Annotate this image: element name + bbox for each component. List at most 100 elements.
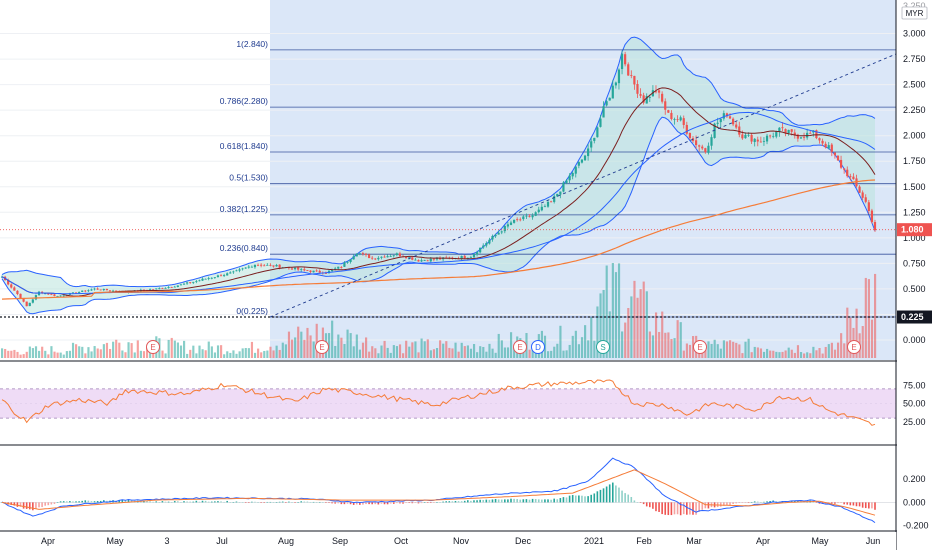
macd-histogram-bar <box>661 502 663 515</box>
macd-histogram-bar <box>263 502 266 503</box>
current-price-badge[interactable] <box>897 223 932 237</box>
signal-line <box>1 469 876 516</box>
volume-bar <box>266 350 269 358</box>
event-marker-label: E <box>517 343 522 352</box>
event-marker-circle[interactable] <box>146 340 160 354</box>
volume-bar <box>368 351 371 358</box>
macd-histogram-bar <box>559 498 562 503</box>
volume-bar <box>167 339 170 358</box>
candle-body <box>201 278 204 281</box>
volume-bar <box>642 281 645 358</box>
macd-histogram-bar <box>565 497 568 503</box>
volume-bar <box>605 265 608 358</box>
candle-body <box>605 101 608 106</box>
candle-body <box>81 290 84 292</box>
macd-histogram-bar <box>868 502 870 509</box>
event-marker-circle[interactable] <box>596 340 610 354</box>
volume-bar <box>448 347 451 358</box>
volume-bar <box>627 307 630 358</box>
candle-body <box>235 270 238 272</box>
currency-label-box[interactable] <box>901 6 928 20</box>
event-marker-circle[interactable] <box>693 340 707 354</box>
volume-bar <box>355 334 358 358</box>
macd-histogram-bar <box>494 498 497 503</box>
candle-body <box>599 118 602 127</box>
volume-bar <box>547 351 550 358</box>
macd-histogram-bar <box>827 502 830 504</box>
rsi-tick-label: 75.00 <box>903 380 926 390</box>
candle-body <box>182 283 186 285</box>
macd-histogram-bar <box>645 502 648 507</box>
candle-body <box>250 266 253 268</box>
candle-body <box>849 176 852 177</box>
candle-body <box>50 294 53 296</box>
volume-bar <box>744 341 747 358</box>
volume-bar <box>343 343 346 358</box>
candle-body <box>546 201 550 207</box>
candle-body <box>53 294 56 296</box>
macd-histogram-bar <box>470 500 472 503</box>
volume-bar <box>451 348 454 358</box>
macd-histogram-bar <box>568 495 571 503</box>
volume-bar <box>176 342 179 358</box>
macd-histogram-bar <box>32 502 34 511</box>
candle-body <box>148 289 152 291</box>
volume-bar <box>861 326 864 358</box>
candle-body <box>630 75 633 76</box>
candle-body <box>846 169 849 177</box>
ma200-line <box>1 179 876 300</box>
macd-histogram-bar <box>164 501 167 503</box>
candle-body <box>873 222 877 231</box>
line-price-badge[interactable] <box>897 310 932 324</box>
event-marker-circle[interactable] <box>847 340 861 354</box>
macd-histogram-bar <box>488 499 491 503</box>
candle-body <box>491 235 494 240</box>
volume-bar <box>145 347 149 358</box>
macd-histogram-bar <box>537 499 540 503</box>
candle-body <box>627 64 630 76</box>
candle-body <box>47 293 50 295</box>
macd-line <box>1 457 876 524</box>
event-marker-circle[interactable] <box>315 340 329 354</box>
macd-histogram-bar <box>618 487 620 503</box>
candle-body <box>710 137 713 146</box>
candle-body <box>361 252 365 254</box>
volume-bar <box>361 342 365 358</box>
macd-histogram-bar <box>75 501 77 503</box>
volume-bar <box>28 346 31 358</box>
macd-histogram-bar <box>649 502 651 508</box>
volume-bar <box>602 289 605 358</box>
macd-histogram-bar <box>571 495 574 503</box>
macd-histogram-bar <box>318 501 321 503</box>
volume-bar <box>707 341 710 358</box>
volume-bar <box>402 353 405 358</box>
volume-bar <box>34 346 38 358</box>
candle-body <box>661 93 664 102</box>
volume-bar <box>284 344 287 358</box>
candle-body <box>31 299 34 303</box>
volume-bar <box>41 346 44 358</box>
macd-histogram-bar <box>328 502 330 503</box>
macd-histogram-bar <box>84 500 87 503</box>
candle-body <box>22 298 25 302</box>
macd-histogram-bar <box>309 501 312 503</box>
candle-body <box>602 106 605 118</box>
volume-bar <box>587 340 590 358</box>
candle-body <box>519 219 522 221</box>
volume-bar <box>460 342 463 358</box>
volume-bar <box>497 333 500 358</box>
macd-histogram-bar <box>278 501 281 503</box>
event-marker-circle[interactable] <box>513 340 527 354</box>
volume-bar <box>300 331 303 358</box>
fib-trend-line[interactable] <box>269 53 897 318</box>
candle-body <box>198 280 201 282</box>
candle-body <box>111 290 115 292</box>
volume-bar <box>102 344 105 358</box>
event-marker-circle[interactable] <box>531 340 545 354</box>
macd-histogram-bar <box>143 501 145 503</box>
volume-bar <box>821 353 824 358</box>
candle-body <box>775 131 778 137</box>
candle-body <box>395 253 398 256</box>
